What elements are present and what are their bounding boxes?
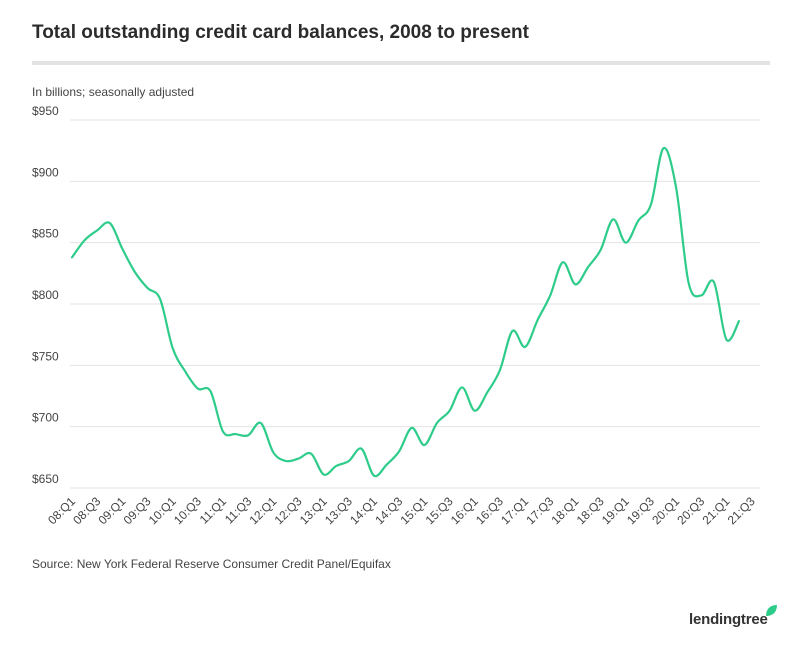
x-tick-label: 10:Q3 [171,494,204,527]
line-chart: $950$900$850$800$750$700$650 08:Q108:Q30… [32,104,760,527]
x-tick-label: 13:Q3 [322,494,355,527]
x-tick-label: 16:Q1 [448,494,481,527]
x-tick-label: 19:Q3 [624,494,657,527]
y-tick-label: $950 [32,104,59,118]
y-axis-unit-label: In billions; seasonally adjusted [32,85,195,99]
x-tick-label: 12:Q3 [272,494,305,527]
title-divider [32,61,770,65]
logo-wordmark: lendingtree [689,611,768,628]
x-tick-label: 14:Q3 [372,494,405,527]
series-group [70,147,741,478]
x-axis-ticks: 08:Q108:Q309:Q109:Q310:Q110:Q311:Q111:Q3… [45,494,758,527]
x-tick-label: 09:Q3 [121,494,154,527]
x-tick-label: 11:Q1 [197,494,230,527]
x-tick-label: 16:Q3 [473,494,506,527]
x-tick-label: 21:Q1 [700,494,733,527]
y-axis-ticks: $950 $900 $850 $800 $750 $700 $650 [32,104,59,486]
x-tick-label: 20:Q3 [674,494,707,527]
x-tick-label: 15:Q1 [397,494,430,527]
x-tick-label: 12:Q1 [246,494,279,527]
x-tick-label: 14:Q1 [347,494,380,527]
leaf-icon [765,605,777,616]
source-note: Source: New York Federal Reserve Consume… [32,557,391,571]
x-tick-label: 08:Q1 [45,494,78,527]
x-tick-label: 15:Q3 [423,494,456,527]
x-tick-label: 13:Q1 [297,494,330,527]
lendingtree-logo[interactable]: lendingtree [689,604,778,628]
chart-title: Total outstanding credit card balances, … [32,22,529,43]
y-tick-label: $900 [32,165,59,179]
x-tick-label: 08:Q3 [70,494,103,527]
x-tick-label: 21:Q3 [725,494,758,527]
x-tick-label: 17:Q3 [523,494,556,527]
y-tick-label: $750 [32,349,59,363]
y-tick-label: $700 [32,411,59,425]
x-tick-label: 20:Q1 [649,494,682,527]
y-tick-label: $650 [32,472,59,486]
x-tick-label: 18:Q1 [548,494,581,527]
y-tick-label: $850 [32,227,59,241]
x-tick-label: 18:Q3 [574,494,607,527]
series-line [70,147,741,478]
y-tick-label: $800 [32,288,59,302]
x-tick-label: 10:Q1 [146,494,179,527]
x-tick-label: 19:Q1 [599,494,632,527]
x-tick-label: 09:Q1 [95,494,128,527]
grid-lines [70,119,760,489]
x-tick-label: 17:Q1 [498,494,531,527]
